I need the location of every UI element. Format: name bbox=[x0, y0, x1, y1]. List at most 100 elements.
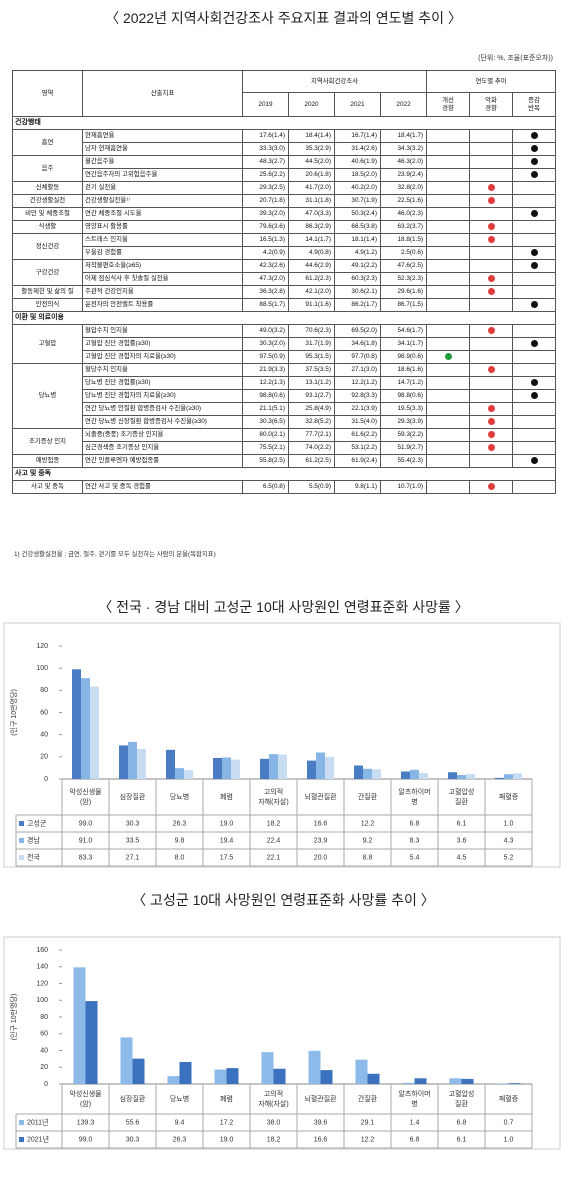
indicator-cell: 현재흡연율 bbox=[82, 129, 243, 143]
bar bbox=[504, 774, 513, 779]
trend-dot bbox=[530, 157, 538, 165]
y-tick-label: 20 bbox=[40, 754, 48, 761]
x-tick-label: 악성신생물 (암) bbox=[69, 1089, 102, 1108]
legend-label: 경남 bbox=[27, 835, 40, 844]
legend-label: 2011년 bbox=[27, 1117, 49, 1126]
trend-cell bbox=[512, 142, 557, 156]
value-cell: 2.5(0.6) bbox=[379, 246, 428, 260]
trend-cell bbox=[512, 129, 557, 143]
value-cell: 19.5(3.3) bbox=[379, 402, 428, 416]
trend-cell bbox=[512, 363, 557, 377]
bar bbox=[179, 1061, 192, 1084]
indicator-table: 영역 산출지표 지역사회건강조사 연도별 추이 2019 2020 2021 2022… bbox=[11, 70, 557, 494]
value-cell: 55.4(2.3) bbox=[379, 454, 428, 468]
bar bbox=[222, 757, 231, 779]
table-row: 심근경색증 조기증상 인지율 75.5(2.1) 74.0(2.2) 53.1(2.2… bbox=[13, 441, 557, 455]
indicator-cell: 연간 당뇨병 안질환 합병증검사 수진율(≥30) bbox=[82, 402, 243, 416]
header-cell: 악화 경향 bbox=[469, 92, 514, 117]
legend-swatch bbox=[19, 838, 24, 843]
trend-cell bbox=[469, 324, 514, 338]
bar bbox=[308, 1050, 321, 1084]
value-cell: 66.5(3.8) bbox=[334, 220, 381, 234]
header-row: 2019 2020 2021 2022 개선 경향 악화 경향 증감 반복 bbox=[13, 92, 557, 117]
data-label: 5.4 bbox=[410, 854, 420, 861]
trend-cell bbox=[426, 428, 471, 442]
trend-dot bbox=[487, 417, 495, 425]
trend-cell bbox=[469, 415, 514, 429]
trend-cell bbox=[426, 298, 471, 312]
x-tick-label: 당뇨병 bbox=[170, 792, 189, 801]
header-cell: 연도별 추이 bbox=[426, 70, 557, 93]
trend-cell bbox=[469, 272, 514, 286]
section-label: 건강행태 bbox=[11, 116, 557, 130]
value-cell: 61.2(2.3) bbox=[288, 272, 335, 286]
y-tick-label: 80 bbox=[40, 687, 48, 694]
footnote: 1) 건강생활실천율 : 금연, 절주, 걷기를 모두 실천하는 사람의 분율(… bbox=[14, 551, 216, 558]
section-title: 〈 2022년 지역사회건강조사 주요지표 결과의 연도별 추이 〉 bbox=[105, 10, 462, 26]
value-cell: 42.3(2.6) bbox=[242, 259, 289, 273]
value-cell: 18.5(2.0) bbox=[334, 168, 381, 182]
value-cell: 13.1(1.2) bbox=[288, 376, 335, 390]
value-cell: 30.3(2.0) bbox=[242, 337, 289, 351]
x-tick-label: 당뇨병 bbox=[170, 1094, 189, 1103]
trend-cell bbox=[512, 246, 557, 260]
bar bbox=[457, 775, 466, 779]
trend-dot bbox=[530, 300, 538, 308]
indicator-cell: 우울감 경험률 bbox=[82, 246, 243, 260]
trend-cell bbox=[469, 207, 514, 221]
trend-cell bbox=[469, 285, 514, 299]
value-cell: 77.7(2.1) bbox=[288, 428, 335, 442]
area-cell: 신체활동 bbox=[12, 181, 83, 195]
bar bbox=[414, 1078, 427, 1084]
table-row: 연간 당뇨병 안질환 합병증검사 수진율(≥30) 21.1(5.1) 25.8(4… bbox=[13, 402, 557, 416]
trend-cell bbox=[469, 402, 514, 416]
value-cell: 32.8(5.2) bbox=[288, 415, 335, 429]
value-cell: 91.1(1.6) bbox=[288, 298, 335, 312]
trend-cell bbox=[512, 428, 557, 442]
value-cell: 74.0(2.2) bbox=[288, 441, 335, 455]
section-row: 이환 및 의료이용 bbox=[11, 311, 557, 325]
value-cell: 49.0(3.2) bbox=[242, 324, 289, 338]
value-cell: 60.3(2.3) bbox=[334, 272, 381, 286]
indicator-cell: 혈당수치 인지율 bbox=[82, 363, 243, 377]
trend-cell bbox=[512, 181, 557, 195]
trend-cell bbox=[469, 155, 514, 169]
trend-cell bbox=[426, 259, 471, 273]
data-label: 1.4 bbox=[410, 1119, 420, 1126]
value-cell: 42.1(2.0) bbox=[288, 285, 335, 299]
area-cell: 정신건강 bbox=[12, 233, 83, 260]
area-cell: 예방접종 bbox=[12, 454, 83, 468]
bar bbox=[166, 749, 175, 779]
indicator-cell: 주관적 건강인지율 bbox=[82, 285, 243, 299]
value-cell: 14.1(1.7) bbox=[288, 233, 335, 247]
trend-cell bbox=[512, 376, 557, 390]
data-label: 6.8 bbox=[410, 1136, 420, 1143]
area-cell: 음주 bbox=[12, 155, 83, 182]
trend-cell bbox=[512, 285, 557, 299]
table-row: 건강생활실천 건강생활실천율¹⁾ 20.7(1.8) 31.1(1.8) 30.7(1.… bbox=[12, 194, 557, 208]
data-label: 99.0 bbox=[79, 1136, 93, 1143]
header-cell: 2021 bbox=[334, 92, 381, 117]
data-label: 26.3 bbox=[173, 820, 187, 827]
bar bbox=[260, 758, 269, 779]
data-label: 9.4 bbox=[175, 1119, 185, 1126]
trend-cell bbox=[512, 233, 557, 247]
area-cell: 구강건강 bbox=[12, 259, 83, 286]
trend-cell bbox=[469, 194, 514, 208]
chart-frame bbox=[3, 622, 561, 868]
indicator-cell: 스트레스 인지율 bbox=[82, 233, 243, 247]
table-row: 식생활 영양표시 활용률 79.6(3.6) 86.3(2.9) 66.5(3.8) 63… bbox=[12, 220, 557, 234]
table-row: 예방접종 연간 인플루엔자 예방접종률 55.8(2.5) 61.2(2.5) 61.9… bbox=[12, 454, 557, 468]
area-cell: 고혈압 bbox=[12, 324, 83, 364]
trend-cell bbox=[512, 454, 557, 468]
data-label: 1.0 bbox=[504, 1136, 514, 1143]
value-cell: 52.3(2.3) bbox=[379, 272, 428, 286]
value-cell: 22.5(1.6) bbox=[379, 194, 428, 208]
table-row: 당뇨병 진단 경험률(≥30) 12.2(1.3) 13.1(1.2) 12.2(1.… bbox=[13, 376, 557, 390]
value-cell: 30.6(2.1) bbox=[334, 285, 381, 299]
trend-cell bbox=[469, 259, 514, 273]
data-label: 9.2 bbox=[363, 837, 373, 844]
bar bbox=[372, 769, 381, 779]
trend-cell bbox=[426, 168, 471, 182]
y-tick-label: 0 bbox=[44, 1081, 48, 1088]
